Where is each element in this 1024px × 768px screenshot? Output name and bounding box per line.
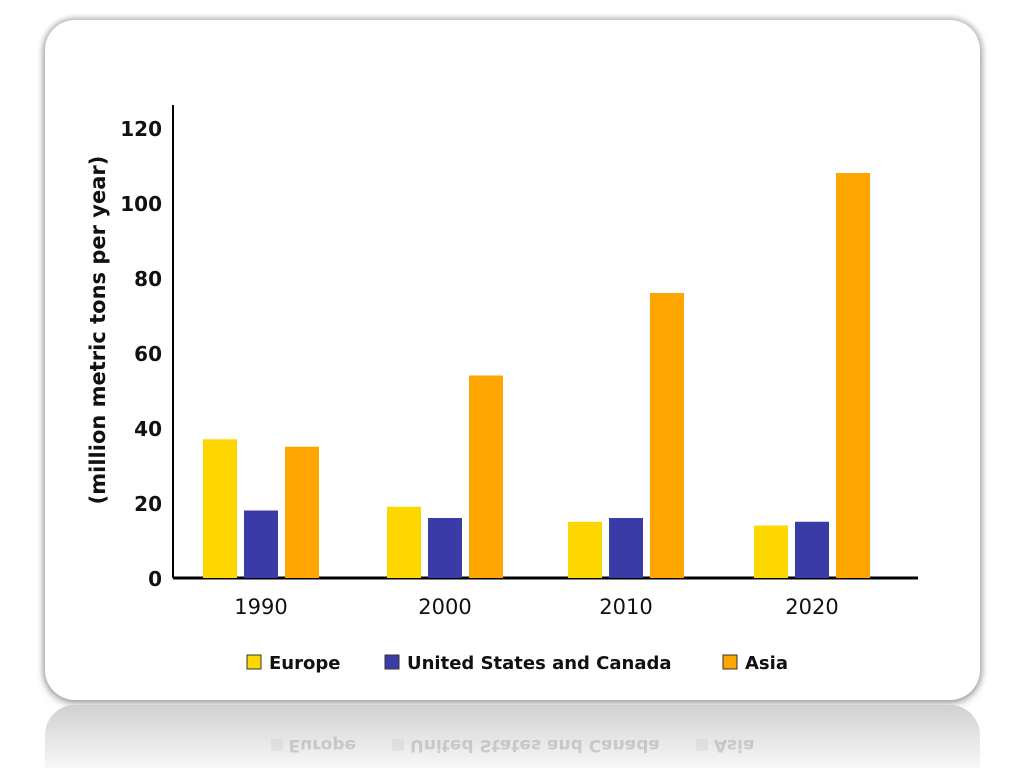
chart-axes	[172, 105, 918, 580]
chart-card	[45, 20, 980, 700]
y-tick-label: 20	[134, 492, 162, 516]
bar-united-states-and-canada-2010	[609, 518, 643, 578]
x-tick-label: 2010	[599, 595, 652, 619]
legend-swatch	[722, 654, 738, 670]
reflected-legend-item: Europe	[270, 735, 356, 755]
bar-europe-1990	[203, 439, 237, 578]
x-tick-labels: 1990 2000 2010 2020	[234, 595, 838, 619]
bars	[203, 173, 870, 578]
bar-united-states-and-canada-2020	[795, 521, 829, 578]
card-reflection: Europe United States and Canada Asia	[45, 705, 980, 768]
reflected-legend-item: United States and Canada	[392, 735, 660, 755]
x-tick-label: 2000	[418, 595, 471, 619]
y-axis-title: (million metric tons per year)	[86, 156, 110, 505]
bar-asia-2020	[836, 173, 870, 578]
reflected-legend-swatch	[695, 739, 708, 751]
y-tick-label: 0	[148, 567, 162, 591]
bar-united-states-and-canada-2000	[428, 518, 462, 578]
y-tick-label: 40	[134, 417, 162, 441]
legend-label: Europe	[269, 653, 340, 674]
legend-swatch	[246, 654, 262, 670]
reflected-legend: Europe United States and Canada Asia	[45, 735, 980, 755]
legend-label: Asia	[745, 653, 788, 674]
x-tick-label: 1990	[234, 595, 287, 619]
legend-label: United States and Canada	[407, 653, 672, 674]
y-tick-label: 100	[120, 192, 162, 216]
legend-swatch	[384, 654, 400, 670]
bar-united-states-and-canada-1990	[244, 510, 278, 578]
bar-europe-2000	[387, 506, 421, 578]
y-tick-label: 120	[120, 117, 162, 141]
legend: Europe United States and Canada Asia	[246, 653, 788, 674]
reflected-legend-swatch	[392, 739, 405, 751]
y-tick-label: 80	[134, 267, 162, 291]
bar-asia-2010	[650, 293, 684, 578]
reflected-legend-swatch	[270, 739, 283, 751]
y-tick-labels: 0 20 40 60 80 100 120	[120, 117, 162, 591]
bar-asia-1990	[285, 446, 319, 578]
bar-asia-2000	[469, 375, 503, 578]
bar-europe-2010	[568, 521, 602, 578]
reflected-legend-item: Asia	[695, 735, 754, 755]
bar-europe-2020	[754, 525, 788, 578]
x-tick-label: 2020	[785, 595, 838, 619]
y-tick-label: 60	[134, 342, 162, 366]
